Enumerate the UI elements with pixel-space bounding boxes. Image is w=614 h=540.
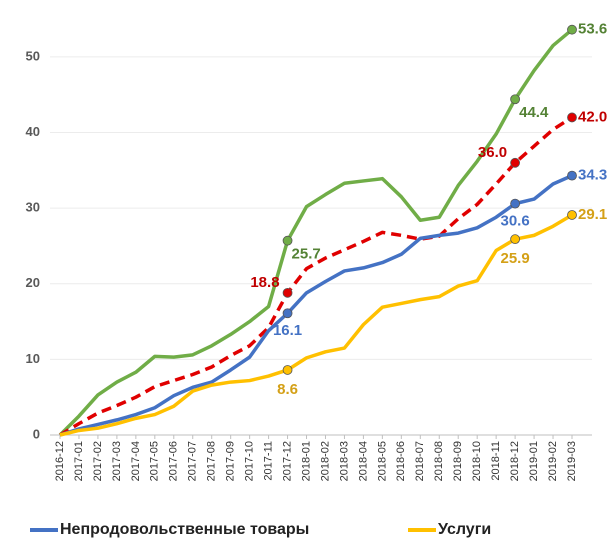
y-tick-label: 10 — [26, 351, 40, 366]
value-label: 30.6 — [501, 213, 530, 230]
y-tick-label: 20 — [26, 275, 40, 290]
value-label: 8.6 — [277, 381, 298, 398]
x-tick-label: 2018-04 — [357, 441, 369, 481]
y-tick-label: 30 — [26, 200, 40, 215]
series-line — [59, 213, 573, 437]
point-marker — [567, 24, 577, 35]
x-tick-label: 2017-05 — [149, 441, 161, 481]
x-tick-label: 2017-01 — [73, 441, 85, 481]
legend-label: Непродовольственные товары — [60, 521, 309, 538]
value-label: 34.3 — [578, 167, 607, 184]
x-tick-label: 2017-02 — [92, 441, 104, 481]
point-marker — [510, 234, 521, 245]
x-tick-label: 2018-03 — [338, 441, 350, 481]
x-tick-label: 2018-01 — [300, 441, 312, 481]
point-marker — [567, 210, 577, 220]
x-tick-label: 2018-11 — [490, 441, 502, 481]
point-marker — [510, 94, 521, 105]
x-tick-label: 2018-02 — [319, 441, 331, 481]
value-label: 29.1 — [578, 206, 607, 223]
value-label: 16.1 — [273, 322, 302, 339]
x-tick-label: 2017-04 — [130, 441, 142, 481]
x-tick-label: 2018-10 — [471, 441, 483, 481]
point-marker — [282, 308, 293, 319]
x-tick-label: 2017-06 — [168, 441, 180, 481]
x-tick-label: 2017-09 — [225, 441, 237, 481]
x-tick-label: 2018-05 — [376, 441, 388, 481]
x-tick-label: 2017-10 — [244, 441, 256, 481]
point-marker — [567, 170, 577, 181]
value-label: 44.4 — [519, 104, 549, 121]
point-marker — [510, 198, 521, 209]
series-line — [59, 174, 573, 437]
x-tick-label: 2019-01 — [528, 441, 540, 481]
x-tick-label: 2018-12 — [509, 441, 521, 481]
y-tick-label: 50 — [26, 48, 40, 63]
point-marker — [282, 365, 293, 375]
value-label: 36.0 — [478, 144, 507, 161]
value-label: 42.0 — [578, 108, 607, 125]
y-tick-label: 40 — [26, 124, 40, 139]
x-tick-label: 2017-08 — [206, 441, 218, 481]
x-tick-label: 2017-03 — [111, 441, 123, 481]
point-marker — [510, 157, 521, 168]
x-tick-label: 2018-06 — [395, 441, 407, 481]
x-tick-label: 2017-07 — [187, 441, 199, 481]
x-tick-label: 2019-03 — [566, 441, 578, 481]
x-tick-label: 2019-02 — [547, 441, 559, 481]
x-tick-label: 2018-07 — [414, 441, 426, 481]
value-label: 18.8 — [250, 274, 279, 291]
value-label: 53.6 — [578, 21, 607, 38]
x-tick-label: 2018-08 — [433, 441, 445, 481]
value-label: 25.7 — [292, 246, 321, 263]
point-marker — [282, 287, 293, 298]
y-tick-label: 0 — [33, 426, 40, 441]
value-label: 25.9 — [501, 250, 530, 267]
series-line — [59, 115, 573, 437]
point-marker — [282, 235, 293, 246]
x-tick-label: 2018-09 — [452, 441, 464, 481]
point-marker — [567, 112, 577, 123]
x-tick-label: 2017-11 — [262, 441, 274, 481]
x-tick-label: 2016-12 — [54, 441, 66, 481]
series-line — [58, 28, 574, 437]
x-tick-label: 2017-12 — [281, 441, 293, 481]
legend-label: Услуги — [438, 521, 491, 538]
